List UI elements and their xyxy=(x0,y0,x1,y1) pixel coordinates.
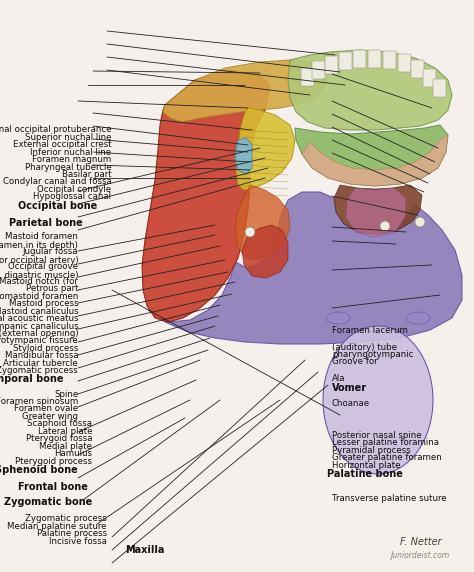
Text: Inferior nuchal line: Inferior nuchal line xyxy=(30,148,111,157)
Circle shape xyxy=(415,217,425,227)
Ellipse shape xyxy=(323,326,433,474)
Text: Styloid process: Styloid process xyxy=(13,344,78,353)
Text: Temporal bone: Temporal bone xyxy=(0,374,64,384)
FancyBboxPatch shape xyxy=(433,79,446,97)
FancyBboxPatch shape xyxy=(301,68,314,86)
Text: Maxilla: Maxilla xyxy=(125,545,164,555)
Ellipse shape xyxy=(326,312,350,324)
PathPatch shape xyxy=(295,125,448,186)
Text: Zygomatic process: Zygomatic process xyxy=(25,514,107,523)
Text: Median palatine suture: Median palatine suture xyxy=(7,522,107,531)
PathPatch shape xyxy=(288,50,452,130)
Text: Frontal bone: Frontal bone xyxy=(18,482,88,492)
Text: Greater palatine foramen: Greater palatine foramen xyxy=(332,453,442,462)
Text: Petrotympanic fissure: Petrotympanic fissure xyxy=(0,336,78,345)
Text: Mastoid process: Mastoid process xyxy=(9,299,78,308)
Text: (jugular foramen in its depth): (jugular foramen in its depth) xyxy=(0,241,78,250)
Text: Carotid canal (external opening): Carotid canal (external opening) xyxy=(0,329,78,338)
Text: Zygomatic bone: Zygomatic bone xyxy=(4,496,92,507)
Text: Articular tubercle: Articular tubercle xyxy=(3,359,78,368)
Text: F. Netter: F. Netter xyxy=(400,537,442,547)
PathPatch shape xyxy=(163,60,326,122)
Text: Occipital condyle: Occipital condyle xyxy=(37,185,111,194)
FancyBboxPatch shape xyxy=(411,60,424,78)
FancyBboxPatch shape xyxy=(353,50,366,68)
Text: Stylomastoid foramen: Stylomastoid foramen xyxy=(0,292,78,301)
Text: Juniordeist.com: Juniordeist.com xyxy=(390,551,449,561)
FancyBboxPatch shape xyxy=(398,54,411,72)
Text: Transverse palatine suture: Transverse palatine suture xyxy=(332,494,447,503)
Text: Tympanic canaliculus: Tympanic canaliculus xyxy=(0,321,78,331)
Text: Superior nuchal line: Superior nuchal line xyxy=(25,133,111,142)
Text: External acoustic meatus: External acoustic meatus xyxy=(0,314,78,323)
Text: Ala: Ala xyxy=(332,374,345,383)
Text: Basilar part: Basilar part xyxy=(62,170,111,179)
Text: External occipital crest: External occipital crest xyxy=(13,140,111,149)
Text: Horizontal plate: Horizontal plate xyxy=(332,460,401,470)
Text: Mandibular fossa: Mandibular fossa xyxy=(5,351,78,360)
PathPatch shape xyxy=(334,185,422,234)
Circle shape xyxy=(380,221,390,231)
Text: Palatine bone: Palatine bone xyxy=(327,468,403,479)
Text: Jugular fossa: Jugular fossa xyxy=(23,247,78,256)
Text: Condylar canal and fossa: Condylar canal and fossa xyxy=(3,177,111,186)
Text: Pharyngeal tubercle: Pharyngeal tubercle xyxy=(25,162,111,172)
Text: Occipital bone: Occipital bone xyxy=(18,201,97,211)
Text: Choanae: Choanae xyxy=(332,399,370,408)
Text: (for occipital artery): (for occipital artery) xyxy=(0,256,78,265)
Text: Mastoid notch (for: Mastoid notch (for xyxy=(0,277,78,286)
Text: pharyngotympanic: pharyngotympanic xyxy=(332,350,413,359)
Text: Palatine process: Palatine process xyxy=(36,529,107,538)
FancyBboxPatch shape xyxy=(423,69,436,87)
Text: Petrous part: Petrous part xyxy=(26,284,78,293)
Text: Foramen spinosum: Foramen spinosum xyxy=(0,397,78,406)
Text: digastric muscle): digastric muscle) xyxy=(0,271,78,280)
FancyBboxPatch shape xyxy=(312,61,325,79)
PathPatch shape xyxy=(142,70,270,322)
Circle shape xyxy=(245,227,255,237)
Text: External occipital protuberance: External occipital protuberance xyxy=(0,125,111,134)
Text: Posterior nasal spine: Posterior nasal spine xyxy=(332,431,421,440)
Text: (auditory) tube: (auditory) tube xyxy=(332,343,397,352)
Text: Lesser palatine foramina: Lesser palatine foramina xyxy=(332,438,439,447)
Text: Foramen magnum: Foramen magnum xyxy=(32,155,111,164)
PathPatch shape xyxy=(235,185,290,260)
Text: Greater wing: Greater wing xyxy=(22,412,78,421)
PathPatch shape xyxy=(242,225,288,278)
Text: Zygomatic process: Zygomatic process xyxy=(0,366,78,375)
Text: Hamulus: Hamulus xyxy=(55,449,92,458)
Text: Pyramidal process: Pyramidal process xyxy=(332,446,410,455)
Text: Hypoglossal canal: Hypoglossal canal xyxy=(33,192,111,201)
FancyBboxPatch shape xyxy=(325,56,338,74)
Text: Foramen lacerum: Foramen lacerum xyxy=(332,326,408,335)
Text: Medial plate: Medial plate xyxy=(39,442,92,451)
Text: Occipital groove: Occipital groove xyxy=(8,262,78,271)
Text: Foramen ovale: Foramen ovale xyxy=(14,404,78,414)
Text: Pterygoid process: Pterygoid process xyxy=(16,456,92,466)
FancyBboxPatch shape xyxy=(368,50,381,68)
Text: Incisive fossa: Incisive fossa xyxy=(49,537,107,546)
Text: Sphenoid bone: Sphenoid bone xyxy=(0,465,78,475)
PathPatch shape xyxy=(302,135,448,186)
FancyBboxPatch shape xyxy=(383,51,396,69)
PathPatch shape xyxy=(235,138,252,174)
Text: Spine: Spine xyxy=(54,390,78,399)
Text: Mastoid canaliculus: Mastoid canaliculus xyxy=(0,307,78,316)
Text: Parietal bone: Parietal bone xyxy=(9,218,83,228)
PathPatch shape xyxy=(236,108,295,190)
FancyBboxPatch shape xyxy=(339,52,352,70)
Text: Groove for: Groove for xyxy=(332,357,377,366)
PathPatch shape xyxy=(346,188,406,237)
PathPatch shape xyxy=(148,192,462,344)
Text: Pterygoid fossa: Pterygoid fossa xyxy=(26,434,92,443)
Text: Scaphoid fossa: Scaphoid fossa xyxy=(27,419,92,428)
Ellipse shape xyxy=(406,312,430,324)
Text: Lateral plate: Lateral plate xyxy=(38,427,92,436)
Text: Mastoid foramen: Mastoid foramen xyxy=(5,232,78,241)
Text: Vomer: Vomer xyxy=(332,383,367,393)
